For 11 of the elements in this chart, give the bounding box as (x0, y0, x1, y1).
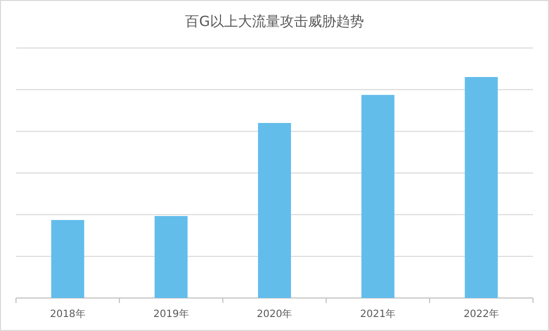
bar (258, 122, 291, 298)
bar (154, 216, 188, 298)
x-tick-label: 2019年 (153, 308, 189, 320)
bar (51, 220, 84, 298)
x-tick-label: 2018年 (50, 308, 86, 320)
x-tick-label: 2020年 (256, 308, 292, 320)
chart-title: 百G以上大流量攻击威胁趋势 (185, 14, 364, 30)
bar (361, 94, 394, 298)
x-tick-label: 2022年 (464, 308, 500, 320)
bar (464, 77, 498, 298)
x-tick-label: 2021年 (360, 308, 396, 320)
